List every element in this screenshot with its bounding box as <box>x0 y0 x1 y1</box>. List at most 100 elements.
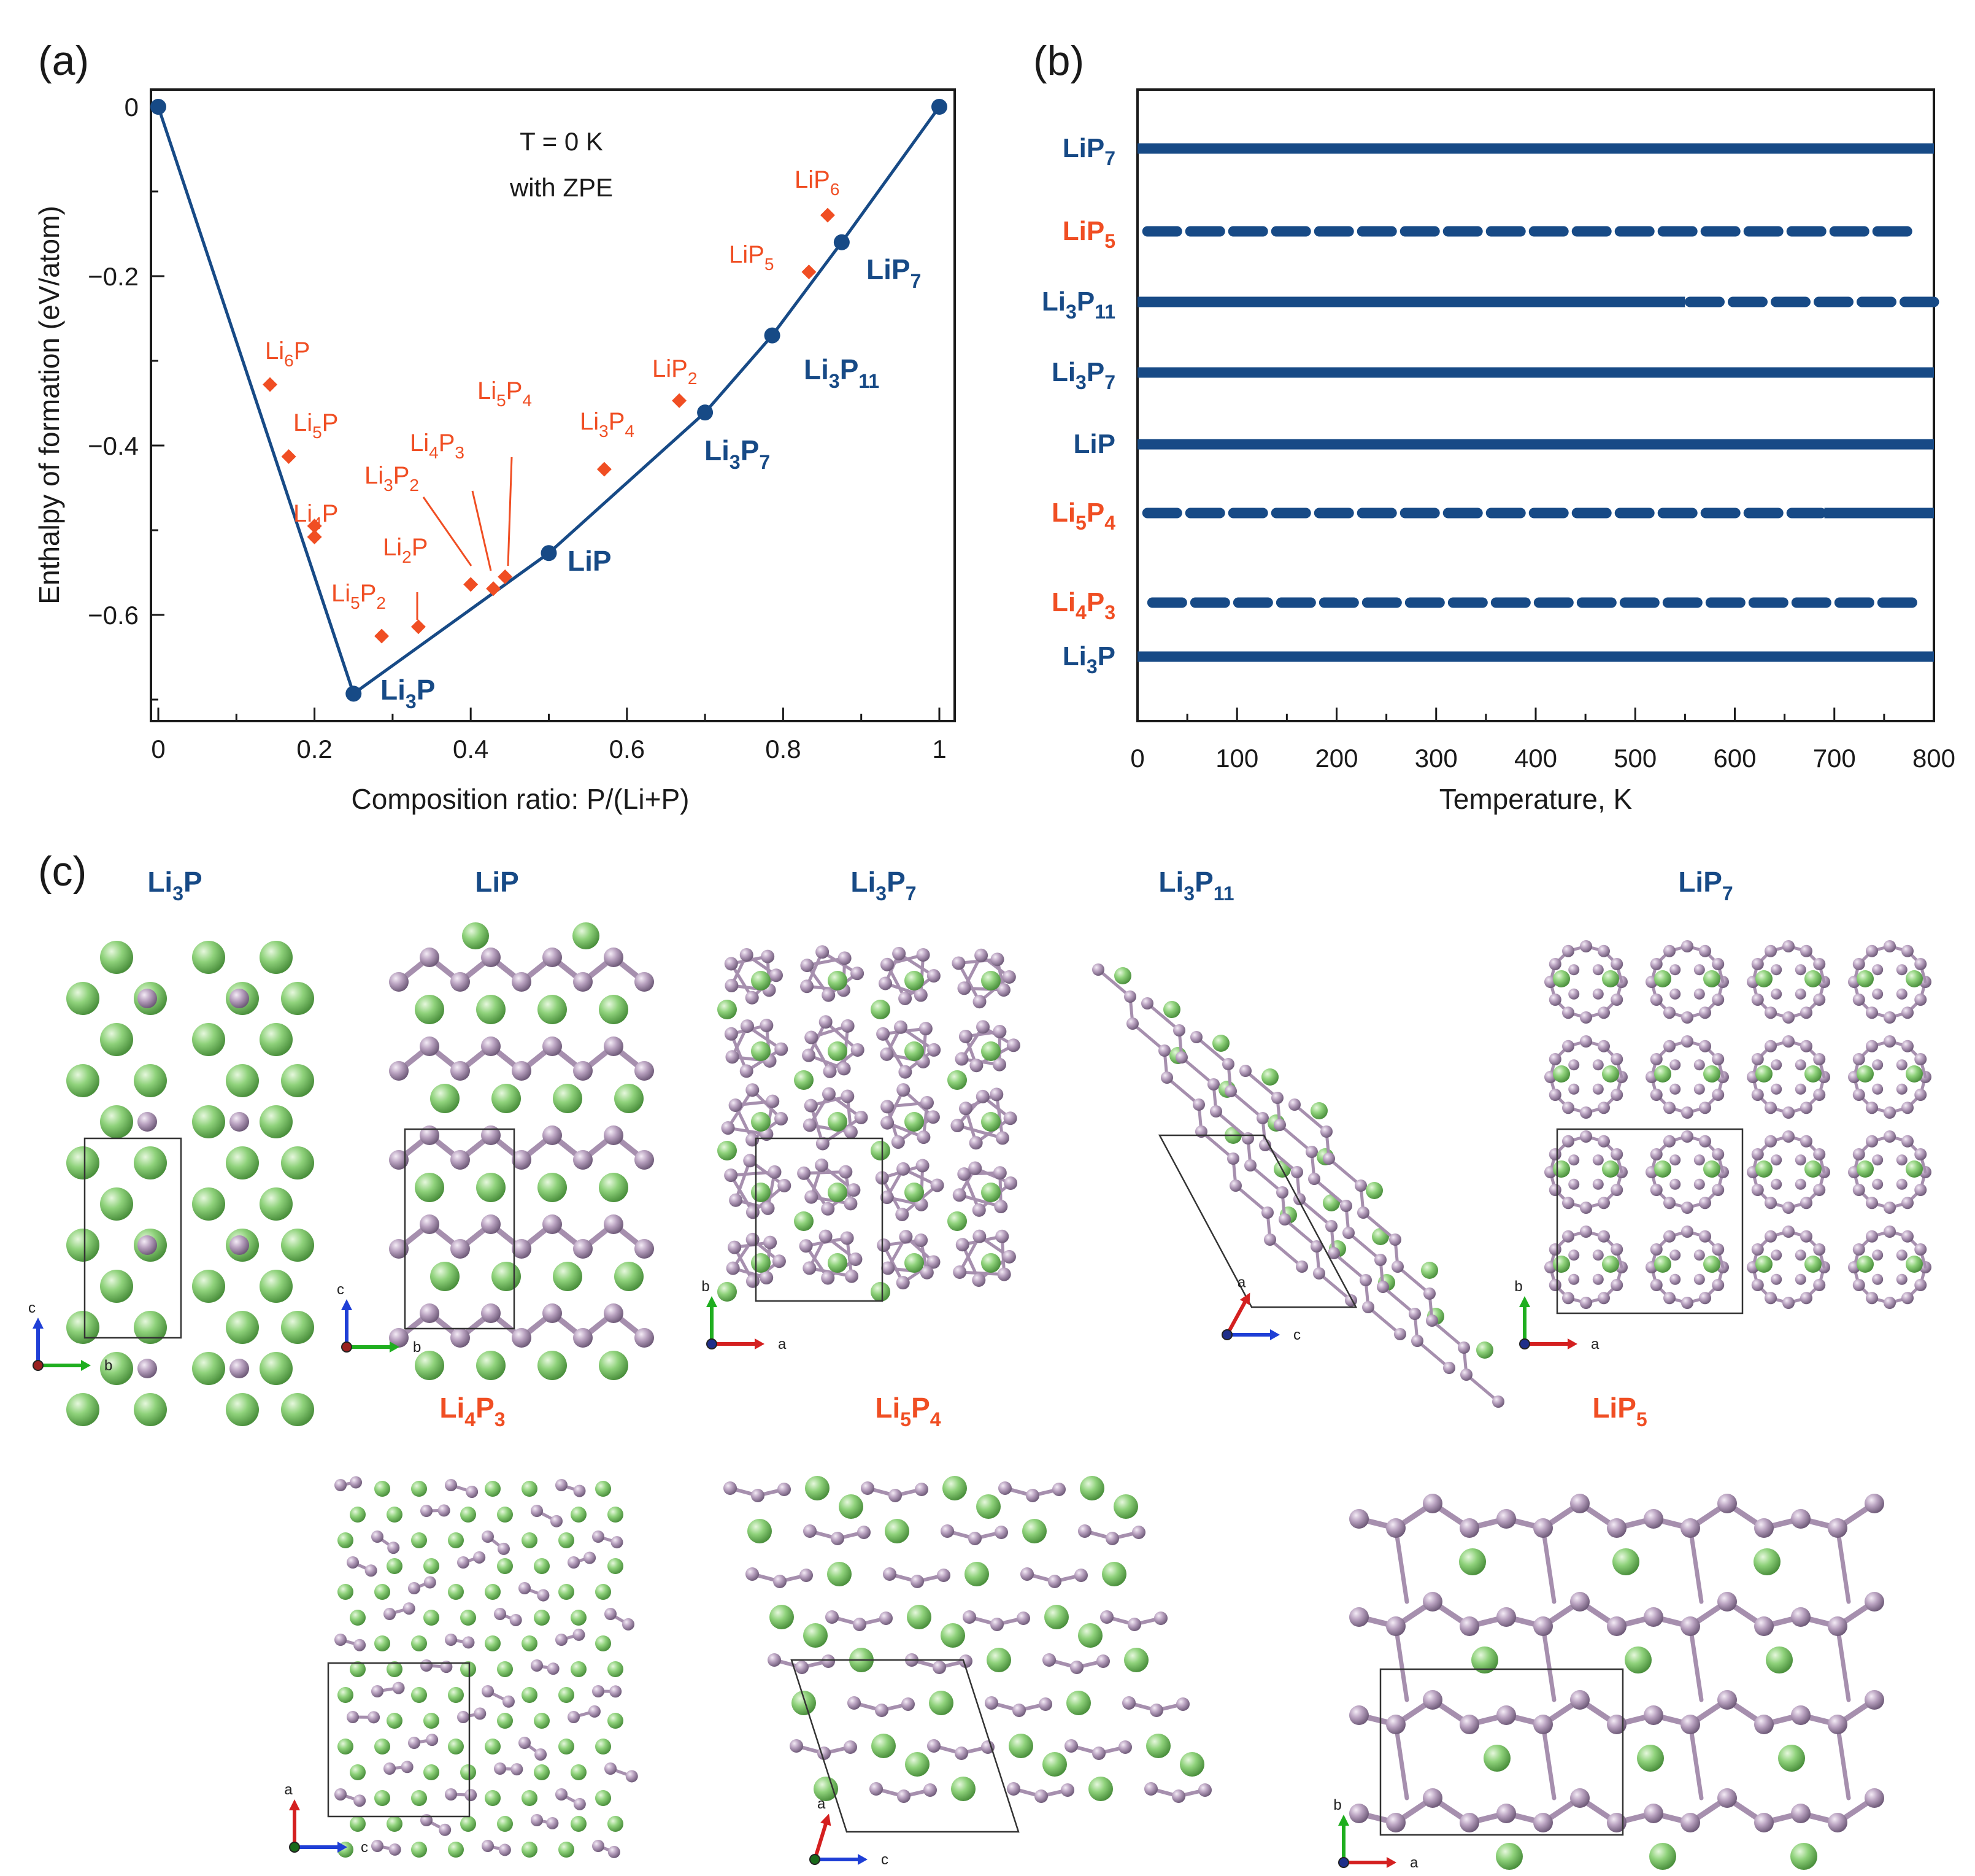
p-atom <box>392 1681 405 1694</box>
structure-title-li3p7: Li3P7 <box>850 866 916 905</box>
metastable-point <box>410 619 426 635</box>
p-atom <box>1699 1040 1711 1052</box>
p-atom <box>1288 1098 1301 1111</box>
p-atom <box>1002 970 1016 984</box>
li-atom <box>100 1023 133 1056</box>
metastable-point <box>801 264 817 280</box>
bond <box>1541 1722 1557 1801</box>
p-atom <box>876 1027 890 1041</box>
unit-cell <box>327 1662 471 1818</box>
p-atom <box>531 1659 543 1672</box>
p-atom <box>1865 1494 1884 1513</box>
li-atom <box>805 1476 830 1500</box>
p-atom <box>1592 1249 1604 1261</box>
structure-title-lip7: LiP7 <box>1678 866 1733 905</box>
p-atom <box>625 1770 638 1783</box>
hull-label-li3p: Li3P <box>380 674 435 712</box>
p-atom <box>555 1788 568 1801</box>
p-atom <box>897 1789 911 1803</box>
li-atom <box>485 1584 501 1600</box>
p-atom <box>1611 1053 1623 1065</box>
p-atom <box>894 1020 908 1034</box>
li-atom <box>1476 1341 1493 1359</box>
li-atom <box>260 1105 293 1138</box>
axis-label: b <box>1333 1797 1341 1813</box>
p-atom <box>1852 1053 1865 1065</box>
p-atom <box>1699 1006 1711 1019</box>
series-label-lip: LiP <box>1074 429 1115 459</box>
li-atom <box>350 1816 366 1832</box>
p-atom <box>914 988 928 1002</box>
p-atom <box>915 1159 930 1173</box>
p-atom <box>1568 964 1580 976</box>
li-atom <box>553 1084 582 1113</box>
p-atom <box>841 1019 855 1033</box>
p-atom <box>1048 1575 1061 1588</box>
p-atom <box>1592 988 1604 1000</box>
p-atom <box>604 1762 617 1775</box>
p-atom <box>803 1118 817 1132</box>
p-atom <box>996 983 1011 997</box>
li-atom <box>411 1532 427 1548</box>
p-atom <box>1791 1607 1811 1627</box>
li-atom <box>337 1584 353 1600</box>
li-atom <box>1703 1160 1720 1178</box>
p-atom <box>137 1112 157 1132</box>
p-atom <box>1568 1178 1580 1190</box>
li-atom <box>751 1112 771 1132</box>
p-atom <box>137 989 157 1008</box>
hull-label-lip7: LiP7 <box>866 253 921 292</box>
li-atom <box>497 1713 513 1729</box>
p-atom <box>482 1840 494 1852</box>
p-atom <box>1782 1035 1795 1048</box>
p-atom <box>1313 1267 1325 1280</box>
metastable-label-li6p: Li6P <box>265 338 310 370</box>
axis-arrowhead <box>1568 1338 1577 1349</box>
p-atom <box>1002 1249 1016 1264</box>
p-atom <box>1663 1197 1676 1210</box>
leader-line <box>507 457 513 566</box>
p-atom <box>841 1089 855 1103</box>
p-atom <box>1866 1006 1878 1019</box>
p-atom <box>1717 1788 1737 1808</box>
p-atom <box>371 1531 383 1543</box>
p-atom <box>1717 1592 1737 1612</box>
li-atom <box>374 1584 390 1600</box>
p-atom <box>769 968 783 982</box>
p-atom <box>1257 1112 1269 1124</box>
bond <box>824 1020 860 1052</box>
p-atom <box>1580 1011 1592 1024</box>
structure-title-lip5: LiP5 <box>1592 1392 1647 1430</box>
p-atom <box>482 1685 494 1697</box>
bond <box>1293 1103 1328 1133</box>
p-atom <box>1693 1273 1705 1285</box>
p-atom <box>892 946 906 960</box>
li-atom <box>192 1187 225 1221</box>
x-tick-label-b: 700 <box>1813 744 1856 773</box>
p-atom <box>724 957 738 971</box>
li-atom <box>192 1352 225 1385</box>
p-atom <box>916 948 930 962</box>
p-atom <box>800 959 814 973</box>
p-atom <box>1884 1130 1896 1143</box>
p-atom <box>837 1062 851 1076</box>
p-atom <box>420 948 439 967</box>
p-atom <box>773 1575 787 1588</box>
p-atom <box>728 1098 742 1112</box>
p-atom <box>1580 1035 1592 1048</box>
p-atom <box>861 1481 874 1495</box>
metastable-point <box>672 393 687 408</box>
p-atom <box>1311 1240 1323 1253</box>
p-atom <box>498 1843 511 1856</box>
p-atom <box>1592 1178 1604 1190</box>
metastable-label-li5p2: Li5P2 <box>331 580 386 612</box>
li-atom <box>281 1146 314 1179</box>
p-atom <box>1754 1518 1774 1538</box>
p-atom <box>537 1589 550 1602</box>
li-atom <box>100 1187 133 1221</box>
p-atom <box>1392 1260 1404 1273</box>
unit-cell <box>1379 1668 1624 1836</box>
p-atom <box>573 1484 586 1497</box>
y-tick-label-a: −0.2 <box>88 262 139 291</box>
p-atom <box>481 948 501 967</box>
